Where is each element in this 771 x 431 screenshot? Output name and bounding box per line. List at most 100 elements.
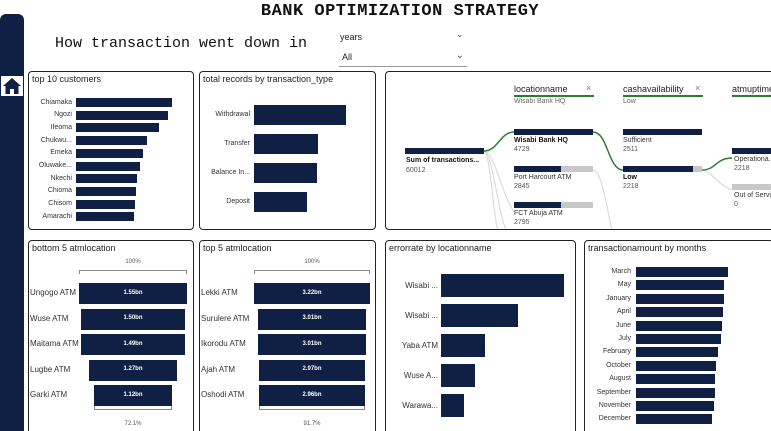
category-label: Ajah ATM bbox=[201, 364, 236, 374]
bar[interactable] bbox=[76, 123, 159, 133]
node-bar[interactable] bbox=[623, 129, 702, 135]
node-bar[interactable] bbox=[514, 129, 593, 135]
decomposition-tree[interactable]: locationname × Wisabi Bank HQ cashavaila… bbox=[385, 71, 771, 230]
category-label: Chukwu... bbox=[40, 136, 72, 144]
bar[interactable] bbox=[254, 283, 370, 304]
bar[interactable] bbox=[636, 387, 716, 398]
years-slicer-label: years bbox=[340, 32, 363, 42]
node-bar[interactable] bbox=[732, 184, 771, 190]
bar[interactable] bbox=[254, 192, 308, 212]
bar[interactable] bbox=[76, 174, 138, 184]
node-value: 0 bbox=[734, 201, 738, 208]
collapse-chevron-icon[interactable]: ⌄ bbox=[456, 29, 464, 39]
category-label: Chiamaka bbox=[40, 98, 72, 106]
node-value: 2845 bbox=[514, 183, 530, 190]
bar[interactable] bbox=[257, 334, 367, 355]
category-label: Lugbe ATM bbox=[30, 364, 71, 374]
bar[interactable] bbox=[636, 267, 728, 277]
bar[interactable] bbox=[636, 414, 713, 425]
bar[interactable] bbox=[76, 186, 136, 196]
category-label: Ikorodu ATM bbox=[201, 339, 246, 348]
level-header-locationname[interactable]: locationname bbox=[514, 84, 568, 94]
bottom-percentage: 91.7% bbox=[303, 421, 321, 427]
node-bar[interactable] bbox=[623, 166, 693, 172]
bar[interactable] bbox=[76, 98, 172, 107]
bar[interactable] bbox=[441, 394, 465, 417]
bar-value-label: 2.97bn bbox=[302, 366, 322, 372]
bar-value-label: 3.22bn bbox=[302, 289, 322, 296]
home-icon[interactable] bbox=[1, 76, 23, 96]
node-bar[interactable] bbox=[514, 202, 561, 208]
node-value: 2218 bbox=[623, 183, 639, 190]
bar[interactable] bbox=[254, 105, 346, 125]
bar[interactable] bbox=[441, 304, 519, 327]
close-icon[interactable]: × bbox=[586, 83, 592, 93]
bar[interactable] bbox=[636, 360, 717, 371]
years-dropdown[interactable]: All ⌄ bbox=[339, 49, 467, 67]
root-node-label: Sum of transactions... bbox=[406, 157, 480, 164]
bar[interactable] bbox=[81, 334, 185, 355]
bar[interactable] bbox=[88, 359, 178, 381]
bar[interactable] bbox=[441, 334, 486, 357]
amount-by-months-chart[interactable]: transactionamount by months March May Janu… bbox=[584, 240, 771, 431]
bar[interactable] bbox=[636, 347, 718, 358]
category-label: Ngozi bbox=[54, 111, 72, 119]
bar[interactable] bbox=[76, 148, 144, 158]
bar-value-label: 3.01bn bbox=[302, 340, 322, 347]
node-bar[interactable] bbox=[514, 166, 562, 172]
root-node-bar[interactable] bbox=[405, 148, 484, 154]
bar[interactable] bbox=[258, 359, 366, 381]
node-bar[interactable] bbox=[732, 148, 771, 154]
category-label: Garki ATM bbox=[30, 390, 68, 399]
bottom-atm-chart[interactable]: bottom 5 atmlocation 100% Ungogo ATM 1.55b… bbox=[28, 240, 194, 431]
node-label: Port Harcourt ATM bbox=[514, 174, 572, 181]
bar[interactable] bbox=[79, 283, 187, 304]
bar[interactable] bbox=[636, 280, 725, 291]
bar[interactable] bbox=[257, 308, 367, 330]
category-label: Balance In... bbox=[211, 169, 250, 176]
bottom-bracket bbox=[93, 406, 172, 410]
chevron-down-icon[interactable]: ⌄ bbox=[455, 50, 464, 61]
level-header-atmuptime[interactable]: atmuptime bbox=[732, 84, 771, 94]
bar[interactable] bbox=[254, 134, 319, 154]
category-label: September bbox=[596, 388, 631, 396]
category-label: Maitama ATM bbox=[30, 339, 79, 348]
bar[interactable] bbox=[254, 163, 317, 183]
close-icon[interactable]: × bbox=[695, 83, 701, 93]
bar[interactable] bbox=[636, 293, 725, 304]
level-filter-value: Low bbox=[623, 98, 636, 105]
category-label: July bbox=[618, 335, 631, 342]
bar[interactable] bbox=[636, 334, 721, 344]
root-node-value: 60012 bbox=[406, 167, 426, 174]
bar[interactable] bbox=[441, 274, 564, 297]
category-label: October bbox=[606, 361, 631, 369]
node-value: 2511 bbox=[623, 146, 639, 153]
top-customers-chart[interactable]: top 10 customers Chiamaka Ngozi Ifeoma Chuk… bbox=[28, 71, 194, 230]
bar[interactable] bbox=[76, 136, 148, 146]
level-filter-value: Wisabi Bank HQ bbox=[514, 98, 566, 105]
records-by-type-chart[interactable]: total records by transaction_type Withdr… bbox=[199, 71, 376, 230]
bar[interactable] bbox=[636, 401, 715, 411]
bar[interactable] bbox=[258, 385, 366, 406]
bar[interactable] bbox=[636, 320, 723, 331]
bar[interactable] bbox=[76, 110, 169, 120]
bar[interactable] bbox=[636, 307, 724, 318]
bar[interactable] bbox=[93, 385, 172, 406]
bar[interactable] bbox=[80, 308, 186, 330]
chart-title: errorrate by locationname bbox=[389, 243, 492, 253]
bar[interactable] bbox=[636, 374, 716, 385]
page-title: BANK OPTIMIZATION STRATEGY bbox=[260, 2, 540, 21]
bar[interactable] bbox=[76, 199, 135, 209]
bar[interactable] bbox=[76, 161, 141, 171]
error-rate-chart[interactable]: errorrate by locationname Wisabi ... Wisa… bbox=[385, 240, 576, 431]
bar[interactable] bbox=[76, 212, 134, 222]
node-label: FCT Abuja ATM bbox=[514, 210, 563, 217]
category-label: Yaba ATM bbox=[401, 340, 438, 350]
bar-value-label: 1.27bn bbox=[123, 366, 143, 372]
category-label: Wisabi ... bbox=[405, 280, 438, 290]
bar[interactable] bbox=[441, 364, 476, 387]
top-atm-chart[interactable]: top 5 atmlocation 100% Lekki ATM 3.22bn Sur… bbox=[199, 240, 376, 431]
bottom-bracket bbox=[258, 406, 366, 410]
category-label: Ungogo ATM bbox=[30, 288, 77, 297]
level-header-cashavailability[interactable]: cashavailability bbox=[623, 84, 684, 94]
